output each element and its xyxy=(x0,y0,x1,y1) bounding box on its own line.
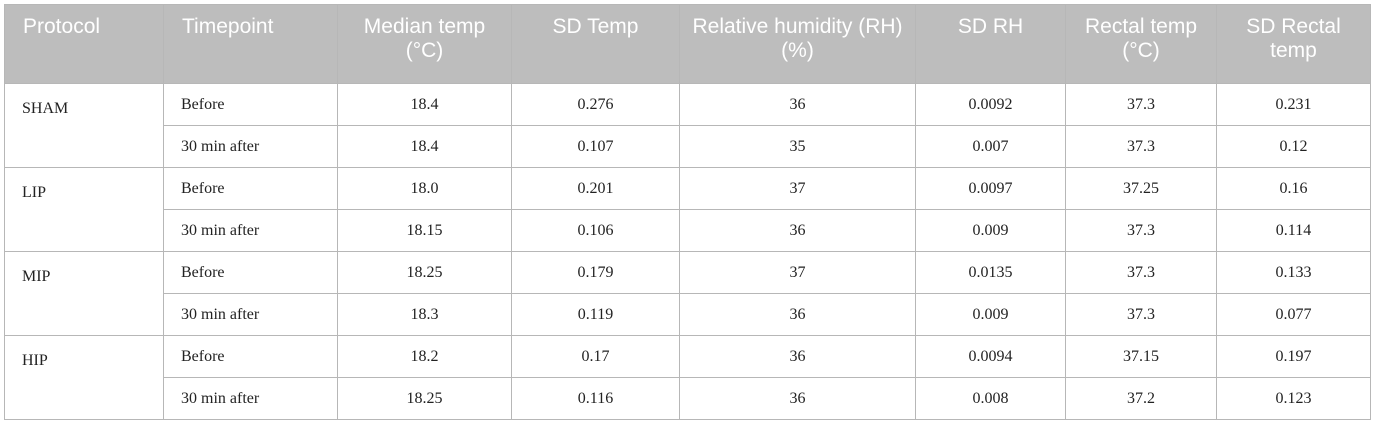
sd-rectal-temp-cell: 0.133 xyxy=(1216,251,1371,294)
sd-temp-cell: 0.276 xyxy=(511,83,680,126)
table-container: Protocol Timepoint Median temp (°C) SD T… xyxy=(4,4,1371,420)
median-temp-cell: 18.4 xyxy=(337,83,512,126)
timepoint-cell: Before xyxy=(163,251,338,294)
timepoint-cell: 30 min after xyxy=(163,293,338,336)
sd-rectal-temp-cell: 0.12 xyxy=(1216,125,1371,168)
median-temp-cell: 18.2 xyxy=(337,335,512,378)
header-row: Protocol Timepoint Median temp (°C) SD T… xyxy=(4,4,1371,84)
rectal-temp-cell: 37.3 xyxy=(1065,209,1217,252)
median-temp-cell: 18.4 xyxy=(337,125,512,168)
rectal-temp-cell: 37.2 xyxy=(1065,377,1217,420)
rectal-temp-cell: 37.3 xyxy=(1065,83,1217,126)
header-protocol: Protocol xyxy=(4,4,164,84)
timepoint-cell: 30 min after xyxy=(163,377,338,420)
header-sd-temp: SD Temp xyxy=(511,4,680,84)
sd-rh-cell: 0.008 xyxy=(915,377,1066,420)
sd-temp-cell: 0.17 xyxy=(511,335,680,378)
median-temp-cell: 18.25 xyxy=(337,251,512,294)
median-temp-cell: 18.0 xyxy=(337,167,512,210)
rectal-temp-cell: 37.25 xyxy=(1065,167,1217,210)
sd-rectal-temp-cell: 0.231 xyxy=(1216,83,1371,126)
rh-cell: 37 xyxy=(679,251,916,294)
header-timepoint: Timepoint xyxy=(163,4,338,84)
sd-rh-cell: 0.009 xyxy=(915,209,1066,252)
table-row: HIP Before 18.2 0.17 36 0.0094 37.15 0.1… xyxy=(4,335,1371,420)
rh-cell: 35 xyxy=(679,125,916,168)
data-table: Protocol Timepoint Median temp (°C) SD T… xyxy=(4,4,1371,420)
timepoint-cell: Before xyxy=(163,167,338,210)
rh-cell: 36 xyxy=(679,377,916,420)
protocol-cell: HIP xyxy=(4,335,164,420)
sd-temp-cell: 0.106 xyxy=(511,209,680,252)
sd-rh-cell: 0.0092 xyxy=(915,83,1066,126)
timepoint-cell: 30 min after xyxy=(163,209,338,252)
sd-temp-cell: 0.201 xyxy=(511,167,680,210)
header-rectal-temp: Rectal temp (°C) xyxy=(1065,4,1217,84)
table-row: 30 min after 18.3 0.119 36 0.009 37.3 0.… xyxy=(5,293,1371,336)
rectal-temp-cell: 37.3 xyxy=(1065,251,1217,294)
sd-rectal-temp-cell: 0.077 xyxy=(1216,293,1371,336)
timepoint-cell: Before xyxy=(163,335,338,378)
median-temp-cell: 18.3 xyxy=(337,293,512,336)
sd-temp-cell: 0.179 xyxy=(511,251,680,294)
header-relative-humidity: Relative humidity (RH) (%) xyxy=(679,4,916,84)
sd-temp-cell: 0.119 xyxy=(511,293,680,336)
rh-cell: 37 xyxy=(679,167,916,210)
rh-cell: 36 xyxy=(679,209,916,252)
rectal-temp-cell: 37.15 xyxy=(1065,335,1217,378)
rh-cell: 36 xyxy=(679,293,916,336)
rh-cell: 36 xyxy=(679,335,916,378)
sd-rh-cell: 0.009 xyxy=(915,293,1066,336)
protocol-cell: LIP xyxy=(4,167,164,252)
rh-cell: 36 xyxy=(679,83,916,126)
rectal-temp-cell: 37.3 xyxy=(1065,293,1217,336)
table-row: SHAM Before 18.4 0.276 36 0.0092 37.3 0.… xyxy=(4,83,1371,168)
header-sd-rh: SD RH xyxy=(915,4,1066,84)
table-row: 30 min after 18.4 0.107 35 0.007 37.3 0.… xyxy=(5,125,1371,168)
timepoint-cell: Before xyxy=(163,83,338,126)
protocol-cell: SHAM xyxy=(4,83,164,168)
sd-rectal-temp-cell: 0.114 xyxy=(1216,209,1371,252)
table-row: LIP Before 18.0 0.201 37 0.0097 37.25 0.… xyxy=(4,167,1371,252)
sd-rectal-temp-cell: 0.123 xyxy=(1216,377,1371,420)
table-row: 30 min after 18.25 0.116 36 0.008 37.2 0… xyxy=(5,377,1371,420)
sd-temp-cell: 0.107 xyxy=(511,125,680,168)
median-temp-cell: 18.15 xyxy=(337,209,512,252)
sd-rh-cell: 0.0135 xyxy=(915,251,1066,294)
table-row: MIP Before 18.25 0.179 37 0.0135 37.3 0.… xyxy=(4,251,1371,336)
timepoint-cell: 30 min after xyxy=(163,125,338,168)
header-median-temp: Median temp (°C) xyxy=(337,4,512,84)
sd-rectal-temp-cell: 0.16 xyxy=(1216,167,1371,210)
sd-rectal-temp-cell: 0.197 xyxy=(1216,335,1371,378)
protocol-cell: MIP xyxy=(4,251,164,336)
sd-temp-cell: 0.116 xyxy=(511,377,680,420)
header-sd-rectal-temp: SD Rectal temp xyxy=(1216,4,1371,84)
median-temp-cell: 18.25 xyxy=(337,377,512,420)
rectal-temp-cell: 37.3 xyxy=(1065,125,1217,168)
sd-rh-cell: 0.0097 xyxy=(915,167,1066,210)
table-row: 30 min after 18.15 0.106 36 0.009 37.3 0… xyxy=(5,209,1371,252)
sd-rh-cell: 0.0094 xyxy=(915,335,1066,378)
sd-rh-cell: 0.007 xyxy=(915,125,1066,168)
